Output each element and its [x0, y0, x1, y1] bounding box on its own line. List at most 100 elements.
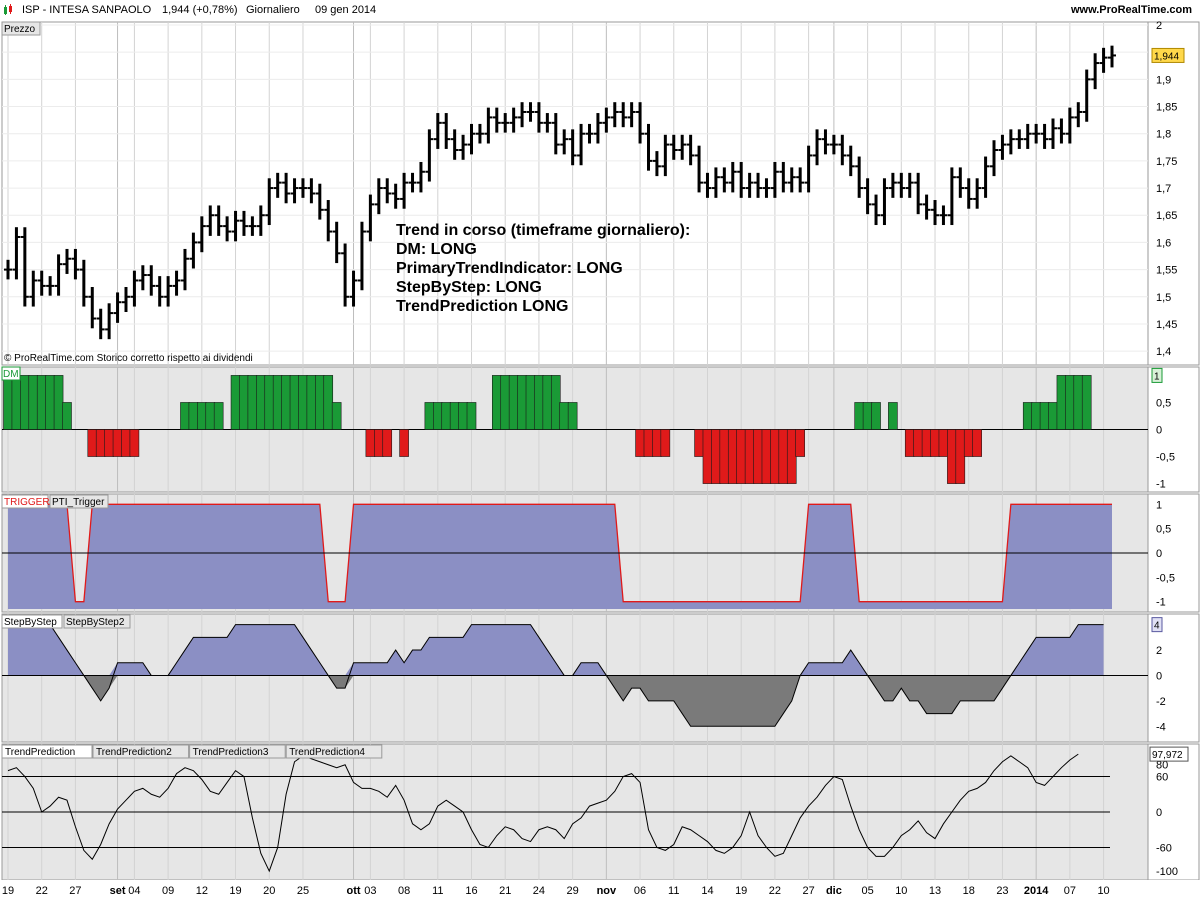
x-axis-tick-label: 11: [432, 885, 443, 897]
dm-bar-positive: [11, 375, 22, 430]
trendprediction-last-marker: [1149, 746, 1189, 762]
price-panel-tab: [1, 21, 41, 36]
dm-bar-negative: [399, 429, 409, 457]
trendprediction-series-label: TrendPrediction: [5, 747, 75, 758]
price-tick-label: 1,5: [1156, 292, 1171, 304]
dm-bar-positive: [491, 375, 502, 430]
trendprediction-tick-label: -60: [1156, 842, 1172, 854]
dm-bar-negative: [972, 429, 982, 457]
dm-bar-negative: [95, 429, 106, 457]
trendprediction-tick-label: 80: [1156, 760, 1168, 772]
trendprediction-tick-label: 0: [1156, 807, 1162, 819]
panel-4-scale: [1147, 743, 1200, 881]
dm-bar-positive: [20, 375, 30, 430]
trendprediction-tick-label: 60: [1156, 772, 1168, 784]
dm-bar-positive: [458, 402, 468, 430]
dm-bar-positive: [1031, 402, 1041, 430]
dm-bar-positive: [1056, 375, 1067, 430]
dm-bar-positive: [534, 375, 544, 430]
dm-tick-label: -0,5: [1156, 452, 1175, 464]
dm-bar-negative: [955, 429, 966, 484]
stepbystep-last-marker: [1151, 617, 1163, 633]
x-axis-tick-label: 04: [128, 885, 140, 897]
trigger-tick-label: -0,5: [1156, 572, 1175, 584]
dm-bar-negative: [727, 429, 738, 484]
dm-bar-positive: [1065, 375, 1075, 430]
x-axis-tick-label: 27: [802, 885, 814, 897]
dm-bar-negative: [711, 429, 721, 484]
dm-bar-positive: [205, 402, 216, 430]
dm-bar-positive: [281, 375, 291, 430]
x-axis-strip: [0, 880, 1200, 900]
x-axis-tick-label: 03: [364, 885, 376, 897]
trigger-area: [8, 504, 1112, 609]
x-axis-tick-label: ott: [347, 885, 361, 897]
dm-bar-positive: [331, 402, 342, 430]
dm-bar-negative: [930, 429, 940, 457]
dm-bar-positive: [197, 402, 207, 430]
x-axis-tick-label: set: [110, 885, 126, 897]
price-tick-label: 1,9: [1156, 74, 1171, 86]
dm-bar-positive: [188, 402, 199, 430]
x-axis-tick-label: 16: [465, 885, 477, 897]
candlestick-icon: [2, 4, 14, 16]
dm-tick-label: 0,5: [1156, 397, 1171, 409]
dm-bar-positive: [264, 375, 275, 430]
x-axis-tick-label: 22: [36, 885, 48, 897]
x-axis-tick-label: 08: [398, 885, 410, 897]
trendprediction-last-marker-label: 97,972: [1152, 750, 1183, 761]
price-tick-label: 1,55: [1156, 265, 1177, 277]
dm-bar-positive: [433, 402, 443, 430]
dm-bar-positive: [28, 375, 39, 430]
x-axis-tick-label: 22: [769, 885, 781, 897]
x-axis-tick-label: nov: [597, 885, 617, 897]
x-axis-tick-label: 27: [69, 885, 81, 897]
dm-bar-positive: [3, 375, 13, 430]
dm-bar-positive: [247, 375, 258, 430]
dm-bar-positive: [306, 375, 317, 430]
dm-bar-positive: [542, 375, 553, 430]
trigger-series-tab: [49, 494, 109, 509]
x-axis-tick-label: 24: [533, 885, 545, 897]
dm-bar-negative: [652, 429, 662, 457]
website-link[interactable]: www.ProRealTime.com: [1070, 4, 1192, 16]
dm-bar-negative: [104, 429, 114, 457]
dm-bar-negative: [121, 429, 131, 457]
dm-bar-positive: [36, 375, 47, 430]
dm-bar-positive: [1048, 402, 1058, 430]
symbol-name: ISP - INTESA SANPAOLO: [22, 4, 152, 16]
dm-bar-negative: [643, 429, 654, 457]
dm-bar-negative: [129, 429, 140, 457]
dm-tick-label: 0: [1156, 425, 1162, 437]
stepbystep-tick-label: 2: [1156, 645, 1162, 657]
dm-bar-positive: [500, 375, 511, 430]
chart-date: 09 gen 2014: [315, 4, 377, 16]
dm-bar-positive: [862, 402, 873, 430]
x-axis-tick-label: 23: [996, 885, 1008, 897]
x-axis-tick-label: 05: [861, 885, 873, 897]
dm-bar-negative: [374, 429, 384, 457]
dm-bar-positive: [45, 375, 55, 430]
dm-bar-positive: [466, 402, 477, 430]
dm-bar-positive: [871, 402, 881, 430]
trendprediction-series-label: TrendPrediction4: [289, 747, 365, 758]
dm-bar-positive: [1073, 375, 1084, 430]
dm-bar-positive: [441, 402, 452, 430]
dm-bar-positive: [1039, 402, 1050, 430]
price-panel-title: Prezzo: [4, 24, 36, 35]
dm-bar-positive: [1022, 402, 1033, 430]
panel-3-scale: [1147, 613, 1200, 743]
x-axis-tick-label: 19: [2, 885, 14, 897]
dm-bar-negative: [786, 429, 797, 484]
dm-bar-positive: [298, 375, 308, 430]
dm-bar-positive: [180, 402, 190, 430]
chart-header: ISP - INTESA SANPAOLO 1,944 (+0,78%) Gio…: [0, 0, 1200, 22]
dm-bar-negative: [702, 429, 713, 484]
dm-bar-negative: [744, 429, 755, 484]
last-price-marker-label: 1,944: [1154, 51, 1179, 62]
x-axis-tick-label: 14: [701, 885, 713, 897]
dm-bar-positive: [854, 402, 864, 430]
price-tick-label: 1,65: [1156, 210, 1177, 222]
dm-bar-positive: [272, 375, 283, 430]
dm-bar-negative: [87, 429, 98, 457]
